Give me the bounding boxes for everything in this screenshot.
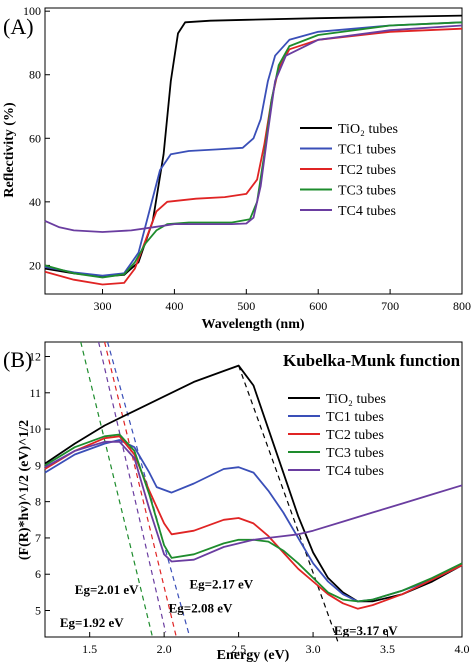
- tangent-line: [103, 341, 177, 637]
- legend-label: TiO₂ tubes: [338, 122, 398, 137]
- x-tick-label: 800: [453, 299, 471, 313]
- x-tick-label: 4.0: [455, 642, 470, 656]
- x-tick-label: 2.0: [157, 642, 172, 656]
- series-line-3: [44, 27, 463, 286]
- y-tick-label: 8: [35, 495, 41, 509]
- panel-a-xlabel: Wavelength (nm): [201, 317, 304, 332]
- y-tick-label: 80: [29, 68, 41, 82]
- legend-label: TC1 tubes: [326, 410, 384, 425]
- panel-a-series: [44, 14, 463, 286]
- panel-a-label: (A): [3, 14, 34, 39]
- legend-label: TC1 tubes: [338, 143, 396, 158]
- panel-b-series: [44, 364, 463, 610]
- panel-b: (B) Kubelka-Munk function 1.5 2.0 2.5 3.0 3.…: [3, 341, 470, 663]
- y-tick-label: 11: [29, 386, 41, 400]
- legend-label: TC3 tubes: [338, 184, 396, 199]
- tangent-line: [98, 341, 167, 633]
- panel-b-annotations: Eg=2.17 eV Eg=2.01 eV Eg=2.08 eV Eg=1.92 eV…: [60, 577, 398, 638]
- legend-label: TC3 tubes: [326, 446, 384, 461]
- gap-annotation: Eg=2.01 eV: [75, 582, 139, 597]
- gap-annotation: Eg=3.17 eV: [334, 623, 398, 638]
- legend-label: TC2 tubes: [326, 428, 384, 443]
- y-tick-label: 12: [29, 350, 41, 364]
- y-tick-label: 100: [23, 4, 41, 18]
- x-tick-label: 400: [165, 299, 183, 313]
- legend-label: TiO₂ tubes: [326, 392, 386, 407]
- x-tick-label: 700: [381, 299, 399, 313]
- x-tick-label: 300: [94, 299, 112, 313]
- panel-a: (A) 300 400 500 600 700 800 20 40 60 80 100 TiO₂ t…: [2, 4, 471, 332]
- panel-b-ticks: 1.5 2.0 2.5 3.0 3.5 4.0 5 6 7 8 9 10 11 12: [29, 350, 470, 656]
- x-tick-label: 3.5: [380, 642, 395, 656]
- panel-b-xlabel: Energy (eV): [217, 648, 290, 663]
- y-tick-label: 7: [35, 531, 41, 545]
- x-tick-label: 1.5: [82, 642, 97, 656]
- y-tick-label: 6: [35, 567, 41, 581]
- panel-a-legend: TiO₂ tubes TC1 tubes TC2 tubes TC3 tubes TC4…: [300, 122, 398, 219]
- y-tick-label: 5: [35, 604, 41, 618]
- panel-a-ticks: 300 400 500 600 700 800 20 40 60 80 100: [23, 4, 471, 313]
- panel-b-ylabel: (F(R)*hv)^1/2 (eV)^1/2: [17, 420, 32, 560]
- series-line-4: [44, 21, 463, 279]
- x-tick-label: 500: [237, 299, 255, 313]
- y-tick-label: 40: [29, 195, 41, 209]
- panel-a-ylabel: Reflectivity (%): [2, 102, 17, 198]
- y-tick-label: 20: [29, 258, 41, 272]
- panel-b-label: (B): [3, 347, 32, 372]
- legend-label: TC4 tubes: [338, 204, 396, 219]
- x-tick-label: 3.0: [306, 642, 321, 656]
- y-tick-label: 60: [29, 131, 41, 145]
- gap-annotation: Eg=2.17 eV: [189, 577, 253, 592]
- series-line-2: [44, 21, 463, 277]
- series-line-5: [44, 440, 463, 563]
- y-tick-label: 10: [29, 422, 41, 436]
- panel-b-frame: [44, 341, 463, 638]
- panel-b-legend: TiO₂ tubes TC1 tubes TC2 tubes TC3 tubes TC4…: [288, 392, 386, 479]
- series-line-5: [44, 24, 463, 233]
- legend-label: TC4 tubes: [326, 464, 384, 479]
- x-tick-label: 2.5: [231, 642, 246, 656]
- x-tick-label: 600: [309, 299, 327, 313]
- tangent-line: [238, 365, 339, 644]
- gap-annotation: Eg=1.92 eV: [60, 615, 124, 630]
- tangent-line: [80, 341, 153, 637]
- panel-b-tangents: [80, 341, 339, 644]
- y-tick-label: 9: [35, 458, 41, 472]
- panel-a-frame: [44, 7, 463, 295]
- gap-annotation: Eg=2.08 eV: [169, 600, 233, 615]
- panel-b-ylabel-text: (F(R)*hv)^1/2 (eV)^1/2: [17, 420, 32, 560]
- series-line-2: [44, 439, 463, 603]
- tangent-line: [106, 341, 191, 637]
- series-line-4: [44, 433, 463, 603]
- legend-label: TC2 tubes: [338, 163, 396, 178]
- series-line-3: [44, 435, 463, 610]
- series-line-1: [44, 14, 463, 278]
- panel-b-title: Kubelka-Munk function: [283, 351, 461, 370]
- series-line-1: [44, 364, 463, 603]
